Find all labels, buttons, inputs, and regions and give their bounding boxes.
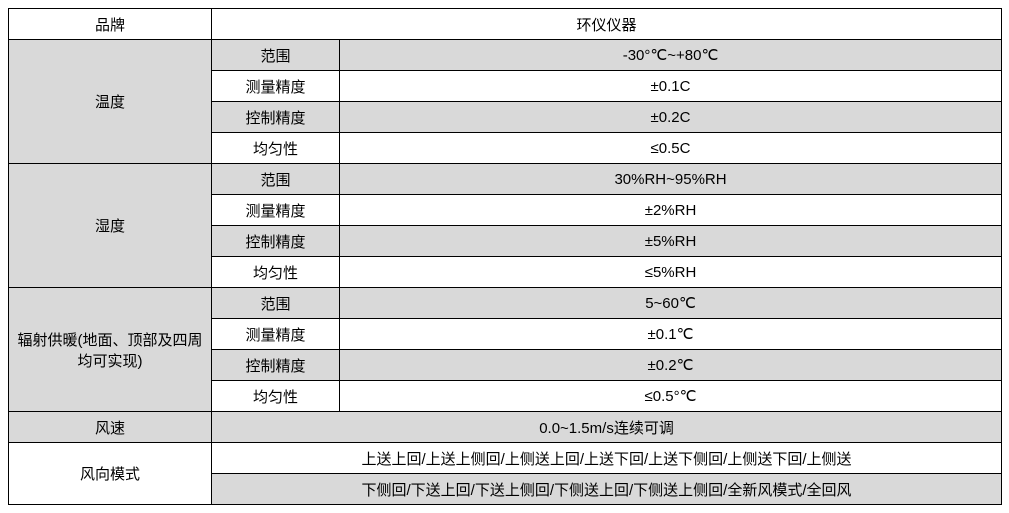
param-value: ≤0.5°℃ [340,381,1002,412]
param-label: 均匀性 [212,381,340,412]
brand-value: 环仪仪器 [212,9,1002,40]
param-value: ±2%RH [340,195,1002,226]
param-label: 均匀性 [212,257,340,288]
param-label: 控制精度 [212,102,340,133]
wind-mode-line1: 上送上回/上送上侧回/上侧送上回/上送下回/上送下侧回/上侧送下回/上侧送 [212,443,1002,474]
param-label: 测量精度 [212,319,340,350]
brand-label: 品牌 [9,9,212,40]
wind-mode-label: 风向模式 [9,443,212,505]
param-value: ±0.2℃ [340,350,1002,381]
table-row: 湿度 范围 30%RH~95%RH [9,164,1002,195]
table-row: 辐射供暖(地面、顶部及四周均可实现) 范围 5~60℃ [9,288,1002,319]
wind-speed-value: 0.0~1.5m/s连续可调 [212,412,1002,443]
param-label: 控制精度 [212,226,340,257]
param-value: 5~60℃ [340,288,1002,319]
param-value: ≤5%RH [340,257,1002,288]
param-value: ±0.1℃ [340,319,1002,350]
param-label: 范围 [212,164,340,195]
param-value: ±0.2C [340,102,1002,133]
param-label: 范围 [212,288,340,319]
section-name: 湿度 [9,164,212,288]
section-name: 温度 [9,40,212,164]
table-row-windmode: 风向模式 上送上回/上送上侧回/上侧送上回/上送下回/上送下侧回/上侧送下回/上… [9,443,1002,474]
param-value: 30%RH~95%RH [340,164,1002,195]
param-label: 控制精度 [212,350,340,381]
param-label: 测量精度 [212,71,340,102]
param-label: 测量精度 [212,195,340,226]
section-name: 辐射供暖(地面、顶部及四周均可实现) [9,288,212,412]
param-label: 均匀性 [212,133,340,164]
wind-speed-label: 风速 [9,412,212,443]
param-value: ±5%RH [340,226,1002,257]
table-row-windspeed: 风速 0.0~1.5m/s连续可调 [9,412,1002,443]
spec-table: 品牌 环仪仪器 温度 范围 -30°℃~+80℃ 测量精度 ±0.1C 控制精度… [8,8,1002,505]
table-row: 温度 范围 -30°℃~+80℃ [9,40,1002,71]
param-value: ≤0.5C [340,133,1002,164]
param-label: 范围 [212,40,340,71]
param-value: ±0.1C [340,71,1002,102]
wind-mode-line2: 下侧回/下送上回/下送上侧回/下侧送上回/下侧送上侧回/全新风模式/全回风 [212,474,1002,505]
table-row-header: 品牌 环仪仪器 [9,9,1002,40]
param-value: -30°℃~+80℃ [340,40,1002,71]
